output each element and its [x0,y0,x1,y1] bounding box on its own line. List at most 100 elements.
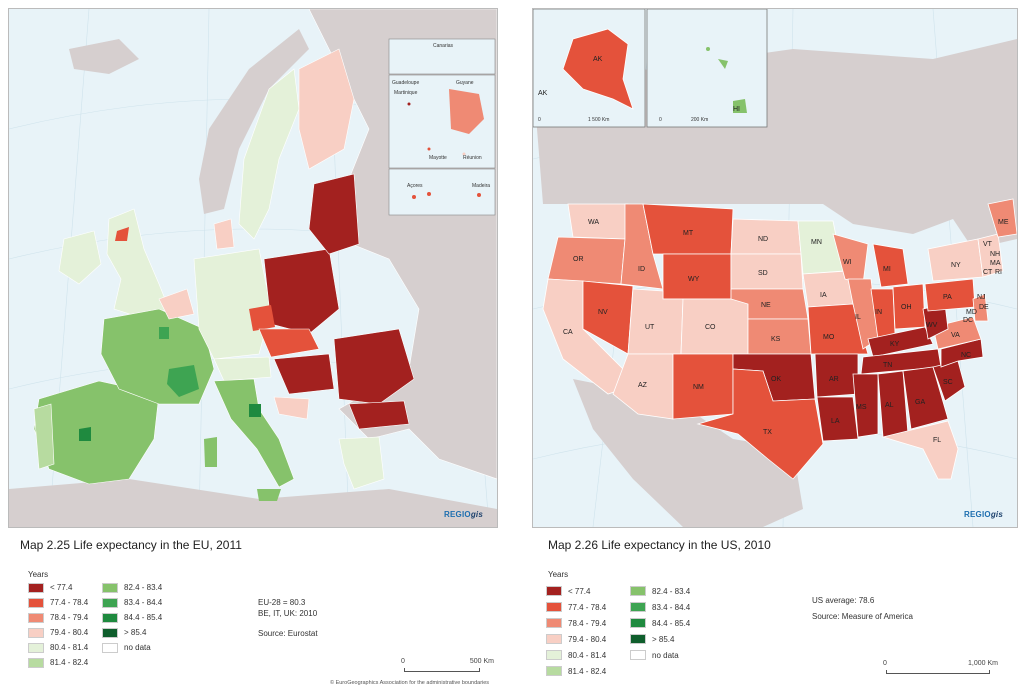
label-hi: HI [733,106,740,113]
eu-insets: Canarias Guadeloupe Martinique Guyane Ma… [388,38,496,216]
label-fl: FL [933,437,941,444]
label-mn: MN [811,239,822,246]
eu-brand-logo: REGIOgis [444,510,483,519]
eu-region-ireland [58,230,102,285]
label-vt: VT [983,241,993,248]
legend-swatch [546,634,562,644]
label-pa: PA [943,294,952,301]
legend-swatch [546,666,562,676]
label-dc: DC [963,317,973,324]
us-legend-item: 77.4 - 78.4 [546,599,606,615]
eu-map: Canarias Guadeloupe Martinique Guyane Ma… [8,8,498,528]
label-il: IL [855,314,861,321]
eu-scale-left: 0 [401,658,405,665]
label-nc: NC [961,352,971,359]
eu-region-sicily [257,489,281,501]
legend-swatch [102,582,118,593]
us-legend-right: 82.4 - 83.4 83.4 - 84.4 84.4 - 85.4 > 85… [630,583,690,663]
us-state-ut [627,288,684,355]
inset-label-canarias: Canarias [433,43,454,49]
eu-region-madrid [79,427,91,441]
label-md: MD [966,309,977,316]
inset-label-mayotte: Mayotte [429,155,447,161]
eu-note-average: EU-28 = 80.3 [258,598,306,607]
legend-swatch [102,612,118,623]
us-state-mt [642,203,734,255]
eu-scale-bar: 0 500 Km [401,658,494,672]
ak-scale-left: 0 [538,117,541,123]
us-brand-logo: REGIOgis [964,510,1003,519]
label-wa: WA [588,219,599,226]
us-legend-item: 84.4 - 85.4 [630,615,690,631]
label-ri: RI [995,269,1002,276]
us-legend-item: 82.4 - 83.4 [630,583,690,599]
label-ak: AK [593,56,603,63]
label-id: ID [638,266,645,273]
label-ma: MA [990,260,1001,267]
inset-label-acores: Açores [407,183,423,189]
legend-swatch [630,650,646,660]
eu-region-italy-dark [249,404,261,417]
eu-region-portugal [33,403,55,470]
label-de: DE [979,304,989,311]
eu-map-panel: Canarias Guadeloupe Martinique Guyane Ma… [8,8,498,686]
legend-swatch [28,612,44,623]
legend-swatch [28,642,44,653]
eu-region-bulgaria [348,400,410,430]
eu-note-years: BE, IT, UK: 2010 [258,609,318,618]
label-ky: KY [890,341,900,348]
label-az: AZ [638,382,648,389]
eu-region-benelux [158,288,195,320]
label-nj: NJ [977,294,986,301]
us-legend-item: 79.4 - 80.4 [546,631,606,647]
label-ct: CT [983,269,993,276]
us-legend-left: < 77.4 77.4 - 78.4 78.4 - 79.4 79.4 - 80… [546,583,606,679]
label-sc: SC [943,379,953,386]
eu-region-rhone [167,365,199,397]
eu-legend-right: 82.4 - 83.4 83.4 - 84.4 84.4 - 85.4 > 85… [102,580,162,655]
label-mi: MI [883,266,891,273]
inset-label-madeira: Madeira [472,183,490,189]
eu-region-poland-light [249,305,275,331]
us-state-ga [902,366,949,430]
legend-swatch [102,597,118,608]
eu-source: Source: Eurostat [258,629,318,638]
ak-scale-right: 1 500 Km [588,117,609,123]
eu-legend-left: < 77.4 77.4 - 78.4 78.4 - 79.4 79.4 - 80… [28,580,88,670]
legend-swatch [546,650,562,660]
inset-label-guyane: Guyane [456,80,474,86]
eu-copyright: © EuroGeographics Association for the ad… [330,680,490,686]
us-scale-left: 0 [883,660,887,667]
legend-swatch [630,618,646,628]
eu-region-scotland-red [115,227,129,241]
eu-region-romania [333,328,415,405]
us-legend-item: < 77.4 [546,583,606,599]
inset-label-guadeloupe: Guadeloupe [392,80,419,86]
label-ut: UT [645,324,655,331]
label-ga: GA [915,399,925,406]
label-nv: NV [598,309,608,316]
label-or: OR [573,256,584,263]
us-state-fl [881,420,959,480]
eu-region-finland [298,48,355,170]
label-wi: WI [843,259,852,266]
us-scale-bar: 0 1,000 Km [883,660,998,674]
hi-scale-left: 0 [659,117,662,123]
us-legend-item: 83.4 - 84.4 [630,599,690,615]
label-ks: KS [771,336,781,343]
us-state-tx [696,368,824,480]
label-nm: NM [693,384,704,391]
eu-note: EU-28 = 80.3 BE, IT, UK: 2010 [258,597,317,619]
eu-legend-item: 77.4 - 78.4 [28,595,88,610]
us-source: Source: Measure of America [812,612,913,621]
label-ny: NY [951,262,961,269]
eu-region-cz-sk [258,328,320,358]
us-state-ne-states [977,233,1004,278]
us-state-az [612,353,674,420]
us-state-or [547,236,626,285]
us-state-labels: WA OR CA ID NV MT WY UT CO AZ NM ND SD N… [538,56,1009,444]
legend-swatch [546,602,562,612]
us-state-ms [852,373,879,438]
eu-legend-item: 81.4 - 82.4 [28,655,88,670]
legend-swatch [28,657,44,668]
